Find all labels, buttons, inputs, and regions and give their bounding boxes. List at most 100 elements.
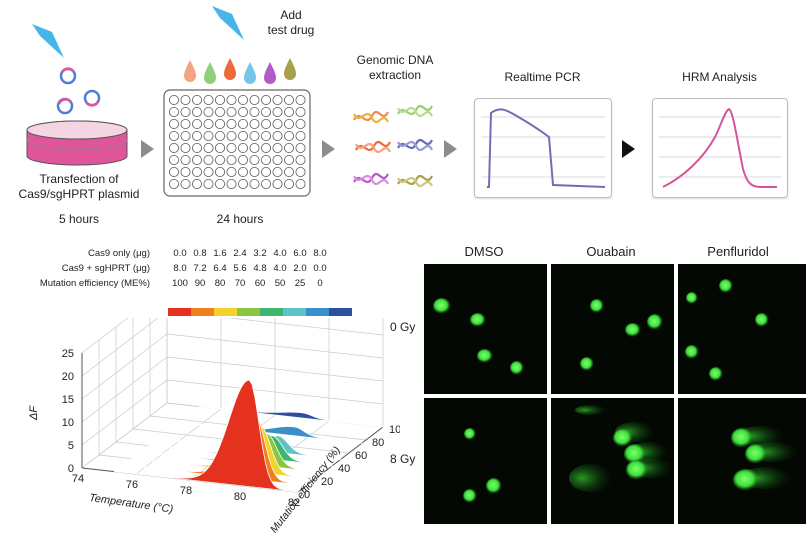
well xyxy=(191,143,202,154)
table-cell: 80 xyxy=(214,278,226,289)
well xyxy=(203,143,214,154)
well xyxy=(169,143,179,154)
z-tick-label: 0 xyxy=(304,489,310,501)
well xyxy=(295,106,306,117)
well xyxy=(191,106,202,117)
transfection-label: Transfection of Cas9/sgHPRT plasmid xyxy=(18,172,140,201)
well xyxy=(272,143,283,154)
x-tick-label: 74 xyxy=(72,473,84,485)
well xyxy=(215,167,226,178)
table-cell: 50 xyxy=(274,278,286,289)
well xyxy=(272,106,283,117)
well xyxy=(215,106,226,117)
petri-dish-icon xyxy=(26,120,128,166)
arrow-icon xyxy=(622,140,635,158)
concentration-table: Cas9 only (μg) 0.0 0.8 1.6 2.4 3.2 4.0 6… xyxy=(0,248,360,320)
pcr-chart xyxy=(474,98,612,198)
well xyxy=(295,118,306,129)
table-cell: 70 xyxy=(234,278,246,289)
well xyxy=(215,143,226,154)
well xyxy=(226,179,237,190)
well xyxy=(180,155,191,166)
well xyxy=(238,118,249,129)
column-header: Penfluridol xyxy=(707,244,769,259)
well xyxy=(284,179,295,190)
y-tick-label: 5 xyxy=(68,440,74,452)
well xyxy=(238,167,249,178)
pipette-icon xyxy=(32,24,64,58)
table-cell: 2.0 xyxy=(293,263,307,274)
well xyxy=(249,179,260,190)
pcr-curve-svg xyxy=(481,108,606,188)
legend-swatch xyxy=(237,308,260,316)
well xyxy=(284,118,295,129)
well xyxy=(249,155,260,166)
table-row: Cas9 + sgHPRT (μg) 8.0 7.2 6.4 5.6 4.8 4… xyxy=(0,263,360,276)
well xyxy=(215,95,226,105)
well xyxy=(203,167,214,178)
table-cell: 6.4 xyxy=(213,263,227,274)
well xyxy=(191,95,202,105)
legend-swatch xyxy=(283,308,306,316)
well xyxy=(180,167,191,178)
table-cell: 8.0 xyxy=(173,263,187,274)
well xyxy=(191,131,202,142)
well xyxy=(261,167,272,178)
well xyxy=(272,179,283,190)
time-5-hours: 5 hours xyxy=(58,212,100,226)
well xyxy=(261,155,272,166)
y-tick-label: 10 xyxy=(62,417,74,429)
add-drug-label: Add test drug xyxy=(267,8,315,37)
table-cell: 4.0 xyxy=(273,263,287,274)
plasmid-icons xyxy=(56,67,101,115)
well xyxy=(169,131,179,142)
micro-panel-dmso-8gy xyxy=(424,398,547,524)
well xyxy=(226,131,237,142)
well xyxy=(284,95,295,105)
y-tick-label: 20 xyxy=(62,371,74,383)
z-tick-label: 20 xyxy=(321,476,333,488)
z-tick-label: 80 xyxy=(372,437,384,449)
well xyxy=(203,155,214,166)
table-cell: 25 xyxy=(294,278,306,289)
x-tick-label: 76 xyxy=(126,479,138,491)
legend-swatch xyxy=(260,308,283,316)
table-cell: 4.0 xyxy=(273,248,287,259)
genomic-dna-label: Genomic DNA extraction xyxy=(356,53,434,82)
column-header: DMSO xyxy=(464,244,504,259)
color-legend xyxy=(168,308,358,316)
legend-swatch xyxy=(306,308,329,316)
well xyxy=(284,143,295,154)
micro-panel-dmso-0gy xyxy=(424,264,547,394)
well xyxy=(169,179,179,190)
well xyxy=(272,131,283,142)
table-cell: 100 xyxy=(172,278,188,289)
well xyxy=(215,179,226,190)
table-cell: 2.4 xyxy=(233,248,247,259)
z-tick-label: 40 xyxy=(338,463,350,475)
well xyxy=(226,118,237,129)
well xyxy=(261,118,272,129)
well xyxy=(295,179,306,190)
well xyxy=(272,155,283,166)
well xyxy=(203,179,214,190)
well xyxy=(261,95,272,105)
hrm-3d-chart: 74 76 78 80 82 0 5 10 15 20 25 0 20 40 60 80 100 xyxy=(62,318,400,509)
well xyxy=(215,155,226,166)
well xyxy=(169,167,179,178)
well xyxy=(203,131,214,142)
well xyxy=(284,131,295,142)
well xyxy=(261,131,272,142)
well xyxy=(215,131,226,142)
well xyxy=(249,131,260,142)
table-row: Cas9 only (μg) 0.0 0.8 1.6 2.4 3.2 4.0 6… xyxy=(0,248,360,261)
series-curve-me-25 xyxy=(177,421,363,444)
well xyxy=(180,106,191,117)
well xyxy=(295,167,306,178)
well xyxy=(249,167,260,178)
well xyxy=(203,95,214,105)
legend-swatch xyxy=(168,308,191,316)
well xyxy=(169,106,179,117)
well xyxy=(272,118,283,129)
table-cell: 7.2 xyxy=(193,263,207,274)
